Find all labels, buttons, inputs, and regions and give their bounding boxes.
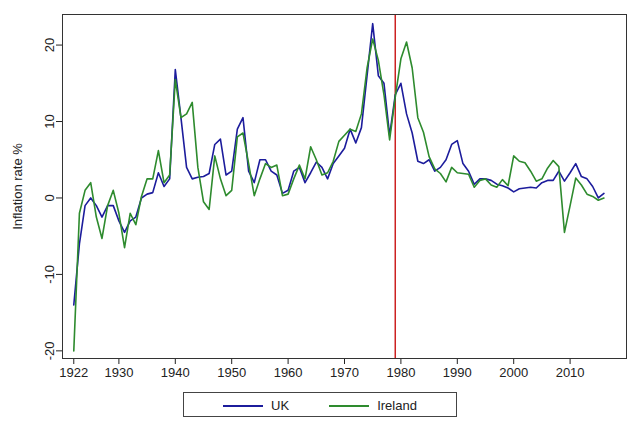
svg-text:1990: 1990 xyxy=(443,365,472,380)
svg-text:-20: -20 xyxy=(42,341,57,360)
svg-text:1930: 1930 xyxy=(104,365,133,380)
svg-text:20: 20 xyxy=(42,38,57,52)
svg-text:1970: 1970 xyxy=(330,365,359,380)
svg-text:2010: 2010 xyxy=(556,365,585,380)
svg-text:Inflation rate %: Inflation rate % xyxy=(10,143,25,230)
svg-text:1922: 1922 xyxy=(59,365,88,380)
svg-text:1950: 1950 xyxy=(217,365,246,380)
svg-text:1960: 1960 xyxy=(274,365,303,380)
svg-text:-10: -10 xyxy=(42,265,57,284)
html-text:Ireland: Ireland xyxy=(377,398,417,413)
svg-text:1980: 1980 xyxy=(386,365,415,380)
svg-text:10: 10 xyxy=(42,114,57,128)
svg-text:0: 0 xyxy=(42,194,57,201)
svg-text:2000: 2000 xyxy=(499,365,528,380)
svg-text:1940: 1940 xyxy=(161,365,190,380)
html-text:UK: UK xyxy=(271,398,290,413)
